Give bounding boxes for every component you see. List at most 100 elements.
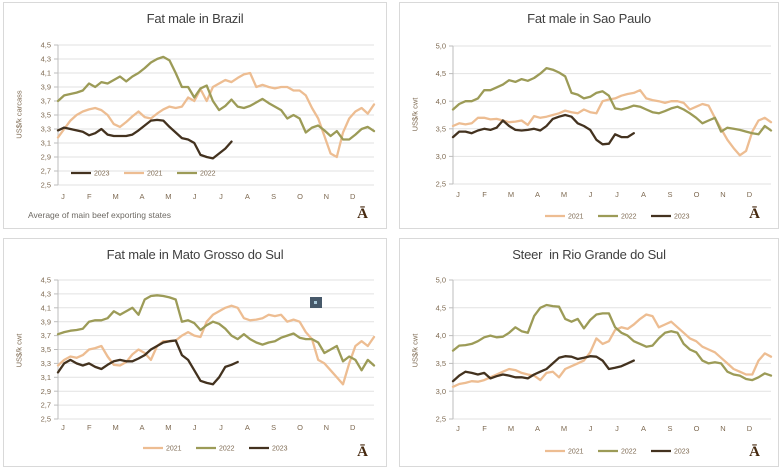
svg-text:D: D [747,190,753,199]
svg-text:M: M [113,192,119,201]
svg-text:N: N [324,192,329,201]
svg-text:2,5: 2,5 [436,415,446,424]
svg-text:J: J [615,190,619,199]
svg-text:F: F [87,423,92,432]
plot-area-sao-paulo: 5,0 4,5 4,0 3,5 3,0 2,5 J F M A M J J A S O N D 2021 2022 20… [436,42,773,221]
svg-text:S: S [271,192,276,201]
svg-text:M: M [561,190,567,199]
svg-text:J: J [589,424,593,433]
chart-title-rio-grande-do-sul: Steer in Rio Grande do Sul [512,247,666,262]
brand-glyph: Ā [357,444,368,460]
svg-text:2021: 2021 [166,446,182,453]
svg-text:N: N [324,423,329,432]
svg-text:3,9: 3,9 [41,317,51,326]
footnote-brazil: Average of main beef exporting states [28,210,172,220]
chart-title-mato-grosso-do-sul: Fat male in Mato Grosso do Sul [106,247,284,262]
ui-artifact-square [310,297,322,308]
svg-text:J: J [61,192,65,201]
brand-glyph: Ā [749,206,760,222]
svg-text:F: F [482,424,487,433]
svg-text:A: A [139,192,144,201]
svg-text:2,7: 2,7 [41,401,51,410]
y-axis-label-mato-grosso-do-sul: US$/k cwt [14,333,24,368]
svg-text:2022: 2022 [219,446,235,453]
svg-text:3,1: 3,1 [41,373,51,382]
svg-text:D: D [350,423,356,432]
svg-text:J: J [219,423,223,432]
chart-title-brazil: Fat male in Brazil [146,11,244,26]
svg-text:4,3: 4,3 [41,55,51,64]
chart-panel-brazil: 4,5 4,3 4,1 3,9 3,7 3,5 3,3 3,1 2,9 2,7 2,5 J F M A M J J… [3,2,387,229]
svg-text:A: A [641,190,646,199]
svg-text:2023: 2023 [272,446,288,453]
svg-text:D: D [747,424,753,433]
svg-text:O: O [694,424,700,433]
svg-text:2021: 2021 [568,214,584,221]
plot-area-brazil: 4,5 4,3 4,1 3,9 3,7 3,5 3,3 3,1 2,9 2,7 2,5 J F M A M J J… [41,41,376,201]
svg-text:O: O [297,423,303,432]
svg-text:4,5: 4,5 [436,303,446,312]
svg-text:J: J [61,423,65,432]
svg-text:4,3: 4,3 [41,290,51,299]
chart-panel-mato-grosso-do-sul: 4,5 4,3 4,1 3,9 3,7 3,5 3,3 3,1 2,9 2,7 2,5 J F M A M J J… [3,238,387,467]
chart-title-sao-paulo: Fat male in Sao Paulo [527,11,651,26]
svg-text:3,0: 3,0 [436,152,446,161]
svg-text:J: J [193,423,197,432]
plot-area-mato-grosso-do-sul: 4,5 4,3 4,1 3,9 3,7 3,5 3,3 3,1 2,9 2,7 2,5 J F M A M J J… [41,276,376,453]
svg-text:3,3: 3,3 [41,125,51,134]
svg-text:J: J [456,424,460,433]
chart-panel-rio-grande-do-sul: 5,0 4,5 4,0 3,5 3,0 2,5 J F M A M J J A S O N D 2021 2022 20… [399,238,779,467]
svg-text:A: A [535,190,540,199]
svg-text:2022: 2022 [621,449,637,456]
svg-text:J: J [219,192,223,201]
svg-text:M: M [508,424,514,433]
svg-text:A: A [641,424,646,433]
svg-text:3,0: 3,0 [436,387,446,396]
svg-text:3,5: 3,5 [41,111,51,120]
svg-text:3,1: 3,1 [41,139,51,148]
y-axis-label-brazil: US$/k carcass [14,90,24,139]
svg-text:3,9: 3,9 [41,83,51,92]
svg-text:3,5: 3,5 [41,345,51,354]
svg-text:2,7: 2,7 [41,167,51,176]
svg-text:3,5: 3,5 [436,124,446,133]
svg-text:3,5: 3,5 [436,359,446,368]
svg-text:O: O [297,192,303,201]
svg-text:A: A [245,423,250,432]
svg-text:4,1: 4,1 [41,69,51,78]
svg-text:S: S [667,424,672,433]
svg-text:5,0: 5,0 [436,42,446,51]
svg-text:4,1: 4,1 [41,303,51,312]
svg-text:4,5: 4,5 [436,69,446,78]
y-axis-label-sao-paulo: US$/k cwt [410,97,420,132]
svg-text:2023: 2023 [94,171,110,178]
svg-text:F: F [482,190,487,199]
svg-text:4,5: 4,5 [41,276,51,285]
svg-text:2021: 2021 [147,171,163,178]
brand-glyph: Ā [749,444,760,460]
svg-text:4,5: 4,5 [41,41,51,50]
svg-text:J: J [456,190,460,199]
svg-text:2022: 2022 [621,214,637,221]
svg-text:2,5: 2,5 [436,180,446,189]
svg-text:N: N [720,424,725,433]
svg-text:S: S [271,423,276,432]
svg-text:J: J [615,424,619,433]
brand-glyph: Ā [357,206,368,222]
svg-text:A: A [139,423,144,432]
svg-text:2,9: 2,9 [41,387,51,396]
svg-text:J: J [589,190,593,199]
svg-text:2023: 2023 [674,449,690,456]
svg-text:D: D [350,192,356,201]
svg-text:2,9: 2,9 [41,153,51,162]
svg-text:3,7: 3,7 [41,97,51,106]
svg-text:S: S [667,190,672,199]
svg-text:2022: 2022 [200,171,216,178]
svg-text:M: M [561,424,567,433]
svg-text:M: M [508,190,514,199]
svg-text:2,5: 2,5 [41,415,51,424]
chart-panel-sao-paulo: 5,0 4,5 4,0 3,5 3,0 2,5 J F M A M J J A S O N D 2021 2022 20… [399,2,779,229]
svg-text:2023: 2023 [674,214,690,221]
svg-text:A: A [245,192,250,201]
